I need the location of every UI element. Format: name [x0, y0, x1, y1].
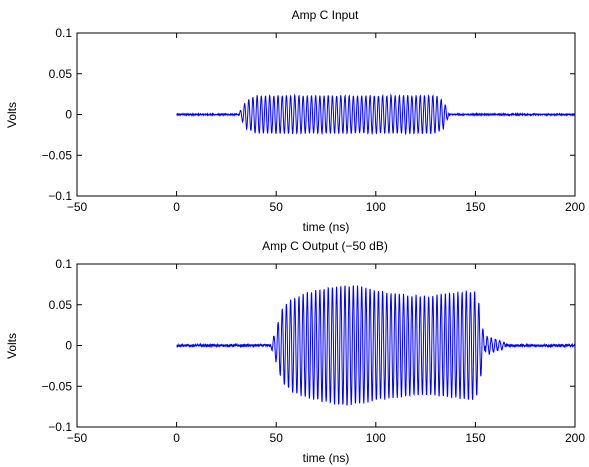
- traces: [176, 93, 576, 136]
- y-tick-label: 0.1: [55, 257, 72, 271]
- subplot-amp-c-output: Amp C Output (−50 dB) −50 0 50 100 150 200 0.1…: [5, 239, 585, 465]
- series-line: [176, 285, 576, 406]
- x-tick-label: 50: [270, 431, 284, 445]
- series-line: [176, 93, 576, 136]
- axes-box: [76, 32, 576, 197]
- x-tick-label: 200: [565, 200, 585, 214]
- subplot-amp-c-input: Amp C Input −50 0 50 100 150 200 0.1 0.05 0 −0.05…: [5, 8, 585, 234]
- y-tick-label: 0: [65, 108, 72, 122]
- x-tick-label: −50: [67, 431, 88, 445]
- x-tick-label: 200: [565, 431, 585, 445]
- chart-title: Amp C Input: [292, 8, 359, 22]
- axes-box: [76, 263, 576, 428]
- chart-title: Amp C Output (−50 dB): [262, 239, 388, 253]
- y-tick-label: −0.05: [42, 148, 73, 162]
- x-axis-label: time (ns): [303, 451, 350, 465]
- traces: [176, 285, 576, 406]
- x-tick-label: −50: [67, 200, 88, 214]
- plot-area: [77, 264, 575, 427]
- x-tick-label: 0: [173, 200, 180, 214]
- y-tick-label: −0.1: [48, 189, 72, 203]
- y-tick-label: −0.1: [48, 420, 72, 434]
- x-tick-label: 50: [270, 200, 284, 214]
- tick-labels: −50 0 50 100 150 200 0.1 0.05 0 −0.05 −0.1: [42, 26, 586, 214]
- y-tick-label: 0.05: [49, 67, 73, 81]
- y-tick-label: −0.05: [42, 379, 73, 393]
- y-tick-label: 0.05: [49, 298, 73, 312]
- tick-labels: −50 0 50 100 150 200 0.1 0.05 0 −0.05 −0.1: [42, 257, 586, 445]
- x-tick-label: 150: [465, 200, 485, 214]
- y-tick-label: 0: [65, 339, 72, 353]
- x-tick-label: 100: [366, 431, 386, 445]
- x-tick-label: 0: [173, 431, 180, 445]
- x-tick-label: 150: [465, 431, 485, 445]
- y-tick-label: 0.1: [55, 26, 72, 40]
- y-axis-label: Volts: [5, 102, 19, 128]
- x-tick-label: 100: [366, 200, 386, 214]
- y-axis-label: Volts: [5, 333, 19, 359]
- x-axis-label: time (ns): [303, 220, 350, 234]
